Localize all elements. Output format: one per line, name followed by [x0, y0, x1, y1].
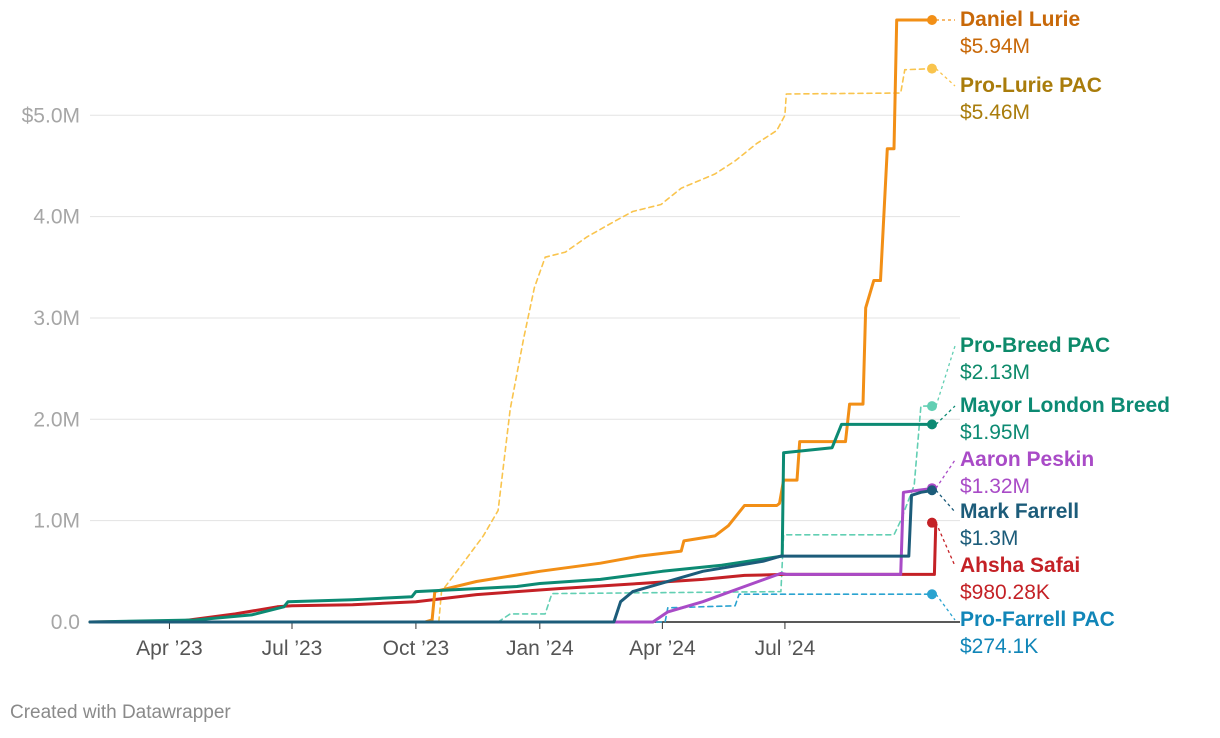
series-line-pro_breed	[497, 405, 936, 623]
label-name-lurie: Daniel Lurie	[960, 8, 1080, 31]
x-tick-label: Apr ’23	[136, 637, 203, 660]
label-value-pro_lurie: $5.46M	[960, 101, 1030, 124]
label-value-pro_breed: $2.13M	[960, 361, 1030, 384]
series-line-farrell	[88, 488, 936, 624]
x-tick-label: Apr ’24	[629, 637, 696, 660]
leader-line-pro_farrell	[935, 593, 956, 621]
label-name-peskin: Aaron Peskin	[960, 448, 1094, 471]
label-name-pro_farrell: Pro-Farrell PAC	[960, 608, 1115, 631]
leader-line-farrell	[935, 489, 956, 513]
y-tick-label: $5.0M	[22, 104, 80, 127]
leader-line-safai	[935, 522, 956, 567]
x-tick-label: Jul ’23	[262, 637, 323, 660]
label-name-pro_breed: Pro-Breed PAC	[960, 334, 1110, 357]
label-value-pro_farrell: $274.1K	[960, 635, 1038, 658]
leader-line-pro_lurie	[935, 68, 956, 87]
x-tick-label: Jul ’24	[755, 637, 816, 660]
x-tick-label: Jan ’24	[506, 637, 574, 660]
label-value-peskin: $1.32M	[960, 475, 1030, 498]
label-value-breed: $1.95M	[960, 421, 1030, 444]
end-dot-pro_lurie	[927, 63, 937, 74]
leader-line-pro_breed	[935, 345, 956, 407]
x-axis: Apr ’23 Jul ’23 Oct ’23 Jan ’24 Apr ’24 Jul ’…	[90, 621, 960, 660]
series-line-peskin	[605, 486, 936, 624]
end-dot-breed	[927, 419, 937, 430]
end-dot-pro_breed	[927, 401, 937, 412]
y-tick-label: 4.0M	[33, 206, 80, 229]
end-labels: Daniel Lurie $5.94M Pro-Lurie PAC $5.46M Pro…	[935, 8, 1170, 658]
series-line-lurie	[423, 18, 936, 624]
credit-text: Created with Datawrapper	[10, 702, 231, 723]
label-name-farrell: Mark Farrell	[960, 500, 1079, 523]
end-dot-lurie	[927, 15, 937, 25]
y-axis: 0.0 1.0M 2.0M 3.0M 4.0M $5.0M	[22, 104, 80, 634]
series-line-pro_farrell	[619, 593, 936, 623]
leader-line-peskin	[935, 459, 956, 489]
series-line-pro_lurie	[438, 67, 936, 623]
label-value-safai: $980.28K	[960, 581, 1050, 604]
y-tick-label: 2.0M	[33, 408, 80, 431]
label-name-breed: Mayor London Breed	[960, 394, 1170, 417]
label-value-lurie: $5.94M	[960, 35, 1030, 58]
series-lines	[88, 15, 938, 624]
label-name-pro_lurie: Pro-Lurie PAC	[960, 74, 1102, 97]
end-dot-pro_farrell	[927, 589, 937, 600]
y-tick-label: 1.0M	[33, 510, 80, 533]
end-dot-safai	[927, 517, 937, 528]
y-tick-label: 3.0M	[33, 307, 80, 330]
x-tick-label: Oct ’23	[383, 637, 450, 660]
gridlines	[90, 114, 960, 522]
leader-line-breed	[935, 405, 956, 425]
series-line-safai	[88, 521, 938, 624]
end-dot-farrell	[927, 485, 937, 496]
y-tick-label: 0.0	[51, 611, 80, 634]
label-value-farrell: $1.3M	[960, 527, 1018, 550]
series-line-breed	[88, 422, 936, 624]
label-name-safai: Ahsha Safai	[960, 554, 1080, 577]
